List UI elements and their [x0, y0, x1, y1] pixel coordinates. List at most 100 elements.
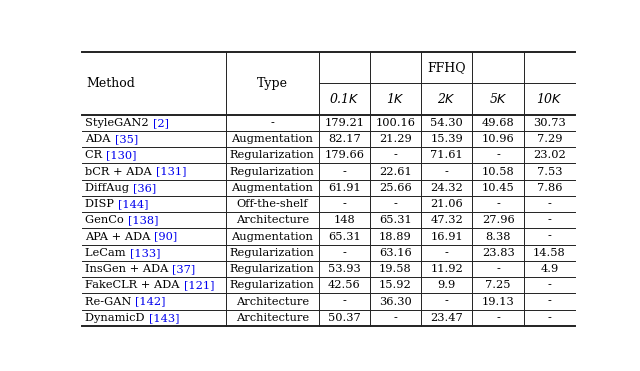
- Text: [130]: [130]: [106, 150, 137, 160]
- Text: Regularization: Regularization: [230, 248, 315, 258]
- Text: 179.21: 179.21: [324, 118, 364, 128]
- Text: -: -: [394, 150, 397, 160]
- Text: 23.83: 23.83: [482, 248, 515, 258]
- Text: [36]: [36]: [133, 183, 156, 193]
- Text: 19.58: 19.58: [379, 264, 412, 274]
- Text: 22.61: 22.61: [379, 167, 412, 177]
- Text: bCR + ADA: bCR + ADA: [86, 167, 156, 177]
- Text: Regularization: Regularization: [230, 150, 315, 160]
- Text: 21.29: 21.29: [379, 134, 412, 144]
- Text: [90]: [90]: [154, 232, 178, 242]
- Text: 27.96: 27.96: [482, 215, 515, 225]
- Text: 1$K$: 1$K$: [386, 92, 405, 106]
- Text: -: -: [342, 167, 346, 177]
- Text: CR: CR: [86, 150, 106, 160]
- Text: 82.17: 82.17: [328, 134, 360, 144]
- Text: Augmentation: Augmentation: [231, 232, 313, 242]
- Text: Method: Method: [86, 77, 135, 90]
- Text: 42.56: 42.56: [328, 280, 360, 290]
- Text: 24.32: 24.32: [430, 183, 463, 193]
- Text: 36.30: 36.30: [379, 296, 412, 306]
- Text: -: -: [342, 296, 346, 306]
- Text: 49.68: 49.68: [482, 118, 515, 128]
- Text: Architecture: Architecture: [236, 215, 308, 225]
- Text: DISP: DISP: [86, 199, 118, 209]
- Text: -: -: [547, 296, 551, 306]
- Text: FFHQ: FFHQ: [428, 61, 466, 74]
- Text: -: -: [547, 199, 551, 209]
- Text: -: -: [445, 167, 449, 177]
- Text: 18.89: 18.89: [379, 232, 412, 242]
- Text: -: -: [445, 296, 449, 306]
- Text: Augmentation: Augmentation: [231, 183, 313, 193]
- Text: [138]: [138]: [128, 215, 158, 225]
- Text: [35]: [35]: [115, 134, 138, 144]
- Text: [2]: [2]: [153, 118, 169, 128]
- Text: DynamicD: DynamicD: [86, 313, 148, 323]
- Text: -: -: [547, 215, 551, 225]
- Text: [143]: [143]: [148, 313, 179, 323]
- Text: 100.16: 100.16: [376, 118, 415, 128]
- Text: 7.29: 7.29: [536, 134, 562, 144]
- Text: 54.30: 54.30: [430, 118, 463, 128]
- Text: -: -: [496, 199, 500, 209]
- Text: 21.06: 21.06: [430, 199, 463, 209]
- Text: APA + ADA: APA + ADA: [86, 232, 154, 242]
- Text: Architecture: Architecture: [236, 313, 308, 323]
- Text: [133]: [133]: [130, 248, 160, 258]
- Text: 179.66: 179.66: [324, 150, 364, 160]
- Text: 65.31: 65.31: [379, 215, 412, 225]
- Text: 11.92: 11.92: [430, 264, 463, 274]
- Text: StyleGAN2: StyleGAN2: [86, 118, 153, 128]
- Text: 63.16: 63.16: [379, 248, 412, 258]
- Text: [131]: [131]: [156, 167, 186, 177]
- Text: 25.66: 25.66: [379, 183, 412, 193]
- Text: 10.45: 10.45: [482, 183, 515, 193]
- Text: 47.32: 47.32: [430, 215, 463, 225]
- Text: [121]: [121]: [184, 280, 214, 290]
- Text: Architecture: Architecture: [236, 296, 308, 306]
- Text: 30.73: 30.73: [533, 118, 566, 128]
- Text: -: -: [394, 313, 397, 323]
- Text: -: -: [270, 118, 274, 128]
- Text: FakeCLR + ADA: FakeCLR + ADA: [86, 280, 184, 290]
- Text: 7.53: 7.53: [536, 167, 562, 177]
- Text: 10.58: 10.58: [482, 167, 515, 177]
- Text: 65.31: 65.31: [328, 232, 360, 242]
- Text: 71.61: 71.61: [430, 150, 463, 160]
- Text: 4.9: 4.9: [540, 264, 559, 274]
- Text: 0.1$K$: 0.1$K$: [329, 92, 360, 106]
- Text: 8.38: 8.38: [485, 232, 511, 242]
- Text: Augmentation: Augmentation: [231, 134, 313, 144]
- Text: [144]: [144]: [118, 199, 148, 209]
- Text: [142]: [142]: [136, 296, 166, 306]
- Text: 2$K$: 2$K$: [437, 92, 456, 106]
- Text: [37]: [37]: [172, 264, 196, 274]
- Text: 23.02: 23.02: [533, 150, 566, 160]
- Text: -: -: [496, 150, 500, 160]
- Text: 14.58: 14.58: [533, 248, 566, 258]
- Text: 15.39: 15.39: [430, 134, 463, 144]
- Text: 7.86: 7.86: [536, 183, 562, 193]
- Text: 5$K$: 5$K$: [488, 92, 508, 106]
- Text: -: -: [445, 248, 449, 258]
- Text: 16.91: 16.91: [430, 232, 463, 242]
- Text: 61.91: 61.91: [328, 183, 360, 193]
- Text: 7.25: 7.25: [485, 280, 511, 290]
- Text: DiffAug: DiffAug: [86, 183, 133, 193]
- Text: -: -: [547, 313, 551, 323]
- Text: 19.13: 19.13: [482, 296, 515, 306]
- Text: 10.96: 10.96: [482, 134, 515, 144]
- Text: Off-the-shelf: Off-the-shelf: [236, 199, 308, 209]
- Text: 23.47: 23.47: [430, 313, 463, 323]
- Text: 15.92: 15.92: [379, 280, 412, 290]
- Text: Regularization: Regularization: [230, 280, 315, 290]
- Text: -: -: [496, 313, 500, 323]
- Text: Re-GAN: Re-GAN: [86, 296, 136, 306]
- Text: Type: Type: [257, 77, 288, 90]
- Text: -: -: [547, 280, 551, 290]
- Text: -: -: [342, 199, 346, 209]
- Text: GenCo: GenCo: [86, 215, 128, 225]
- Text: ADA: ADA: [86, 134, 115, 144]
- Text: Regularization: Regularization: [230, 167, 315, 177]
